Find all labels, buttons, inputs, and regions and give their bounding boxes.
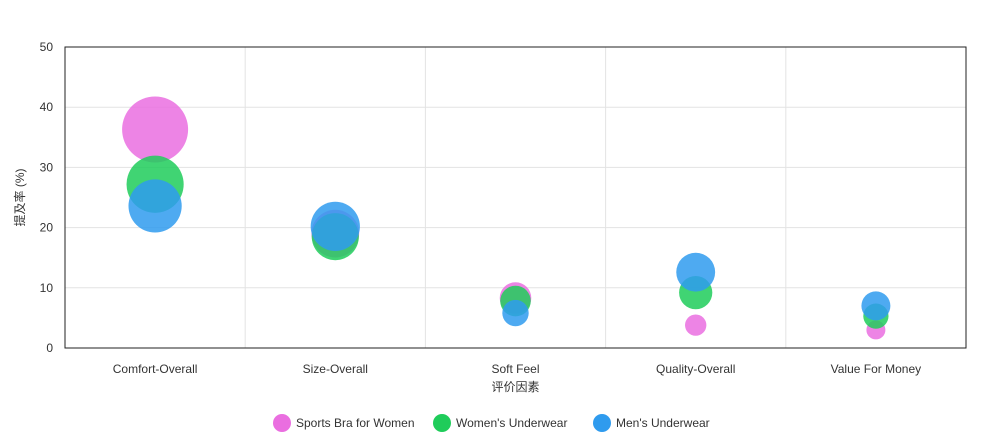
bubble-men-s-underwear[interactable] [502,299,529,327]
legend-label: Men's Underwear [616,416,710,430]
y-tick-label: 0 [46,341,53,355]
x-tick-label: Value For Money [831,362,922,376]
grid-layer [65,47,966,348]
y-tick-label: 10 [40,281,54,295]
bubble-men-s-underwear[interactable] [861,291,891,321]
y-tick-label: 20 [40,221,54,235]
legend-label: Sports Bra for Women [296,416,415,430]
legend-swatch [433,414,451,432]
bubble-sports-bra-for-women[interactable] [122,96,189,163]
legend-swatch [593,414,611,432]
x-tick-label: Comfort-Overall [113,362,198,376]
legend-label: Women's Underwear [456,416,567,430]
bubble-men-s-underwear[interactable] [128,179,182,233]
y-tick-label: 40 [40,100,54,114]
x-axis-title: 评价因素 [491,380,539,394]
legend: Sports Bra for Women Women's Underwear Men… [273,414,710,432]
x-tick-label: Size-Overall [303,362,368,376]
legend-swatch [273,414,291,432]
y-tick-label: 50 [40,40,54,54]
plot-area-frame [64,46,967,349]
bubble-layer [122,96,891,340]
x-tick-label: Soft Feel [491,362,539,376]
y-axis-title: 提及率 (%) [12,168,27,226]
x-tick-label: Quality-Overall [656,362,735,376]
tick-layer: 0 10 20 30 40 50 Comfort-Overall Size-Overall So… [40,40,922,376]
bubble-men-s-underwear[interactable] [310,201,360,252]
bubble-men-s-underwear[interactable] [676,252,716,292]
bubble-sports-bra-for-women[interactable] [685,314,707,336]
y-tick-label: 30 [40,160,54,174]
